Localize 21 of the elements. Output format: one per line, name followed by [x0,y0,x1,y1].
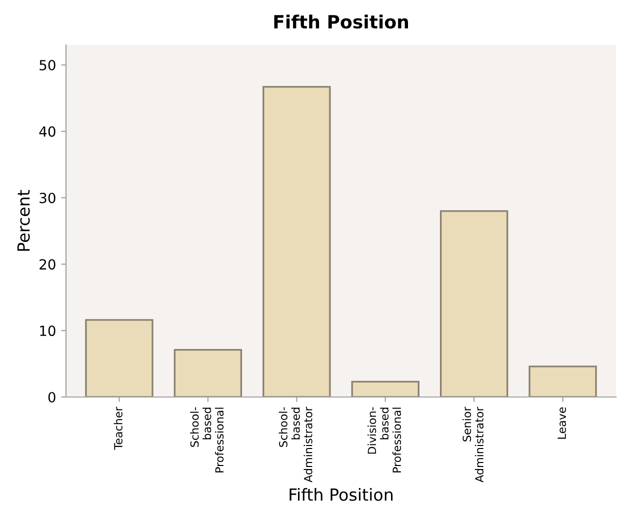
bar [174,349,242,397]
bar [262,86,331,397]
y-tick-label: 20 [40,259,56,270]
y-tick-label: 0 [48,392,56,402]
bar [351,380,420,397]
x-tick-label: School- based Professional [190,407,224,472]
x-tick-label: Division- based Professional [368,407,402,472]
bar [85,319,154,397]
bar [528,366,597,397]
x-axis-title: Fifth Position [290,488,393,501]
chart-title: Fifth Position [274,14,408,29]
x-tick-label: Leave [558,407,566,439]
x-tick-label: School- based Administrator [278,406,312,482]
y-tick-label: 40 [39,126,56,137]
y-tick-label: 50 [40,60,56,70]
x-tick-label: Senior Administrator [462,406,484,482]
y-tick-label: 10 [40,326,56,336]
x-tick-label: Teacher [114,406,122,450]
y-axis-title: Percent [17,190,30,251]
bar [440,210,508,397]
y-tick-label: 30 [40,192,56,204]
